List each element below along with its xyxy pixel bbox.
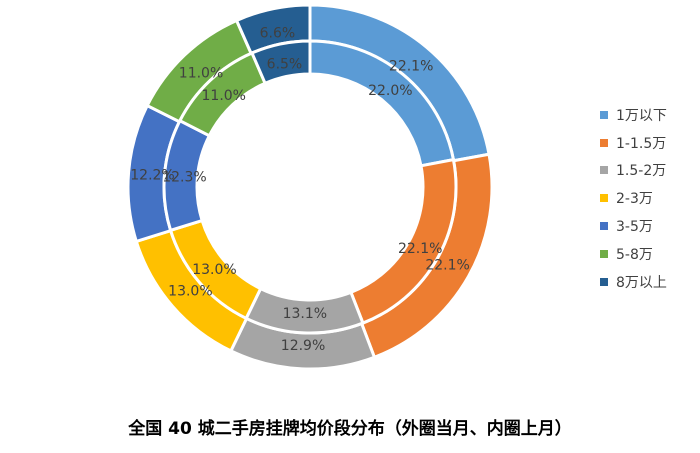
data-label-outer-4: 13.0% [168, 283, 212, 299]
legend-label: 5-8万 [616, 246, 653, 263]
data-label-inner-4: 13.0% [192, 262, 236, 278]
legend-item-3: 1.5-2万 [600, 157, 667, 185]
data-label-outer-1: 22.1% [389, 59, 433, 75]
data-label-inner-3: 13.1% [283, 306, 327, 322]
legend-swatch [600, 249, 608, 258]
legend-label: 1.5-2万 [616, 163, 667, 180]
data-label-outer-2: 22.1% [425, 258, 469, 274]
legend-item-2: 1-1.5万 [600, 129, 667, 157]
legend-swatch [600, 166, 608, 175]
legend-item-4: 2-3万 [600, 184, 667, 212]
legend-swatch [600, 110, 608, 119]
legend-item-7: 8万以上 [600, 268, 667, 296]
slice-labels: 22.1%22.1%12.9%13.0%12.2%11.0%6.6%22.0%2… [130, 25, 470, 353]
data-label-inner-5: 12.3% [162, 169, 206, 185]
data-label-inner-2: 22.1% [398, 241, 442, 257]
legend-label: 8万以上 [616, 274, 667, 291]
chart-legend: 1万以下 1-1.5万 1.5-2万 2-3万 3-5万 5-8万 8万以上 [600, 101, 667, 296]
donut-rings [126, 3, 494, 371]
legend-label: 1万以下 [616, 107, 667, 124]
legend-item-6: 5-8万 [600, 240, 667, 268]
legend-item-5: 3-5万 [600, 212, 667, 240]
data-label-inner-1: 22.0% [368, 83, 412, 99]
legend-item-1: 1万以下 [600, 101, 667, 129]
data-label-outer-3: 12.9% [281, 338, 325, 354]
slice-inner-7 [250, 39, 312, 86]
chart-caption: 全国 40 城二手房挂牌均价段分布（外圈当月、内圈上月） [128, 419, 572, 439]
legend-swatch [600, 222, 608, 231]
legend-swatch [600, 138, 608, 147]
legend-label: 3-5万 [616, 219, 653, 236]
legend-swatch [600, 194, 608, 203]
legend-label: 2-3万 [616, 191, 653, 208]
data-label-outer-7: 6.6% [260, 25, 296, 41]
data-label-inner-6: 11.0% [202, 88, 246, 104]
donut-chart-canvas: 22.1%22.1%12.9%13.0%12.2%11.0%6.6%22.0%2… [126, 3, 494, 371]
legend-label: 1-1.5万 [616, 135, 667, 152]
data-label-outer-5: 12.2% [130, 167, 174, 183]
data-label-inner-7: 6.5% [267, 57, 303, 73]
legend-swatch [600, 277, 608, 286]
data-label-outer-6: 11.0% [179, 66, 223, 82]
